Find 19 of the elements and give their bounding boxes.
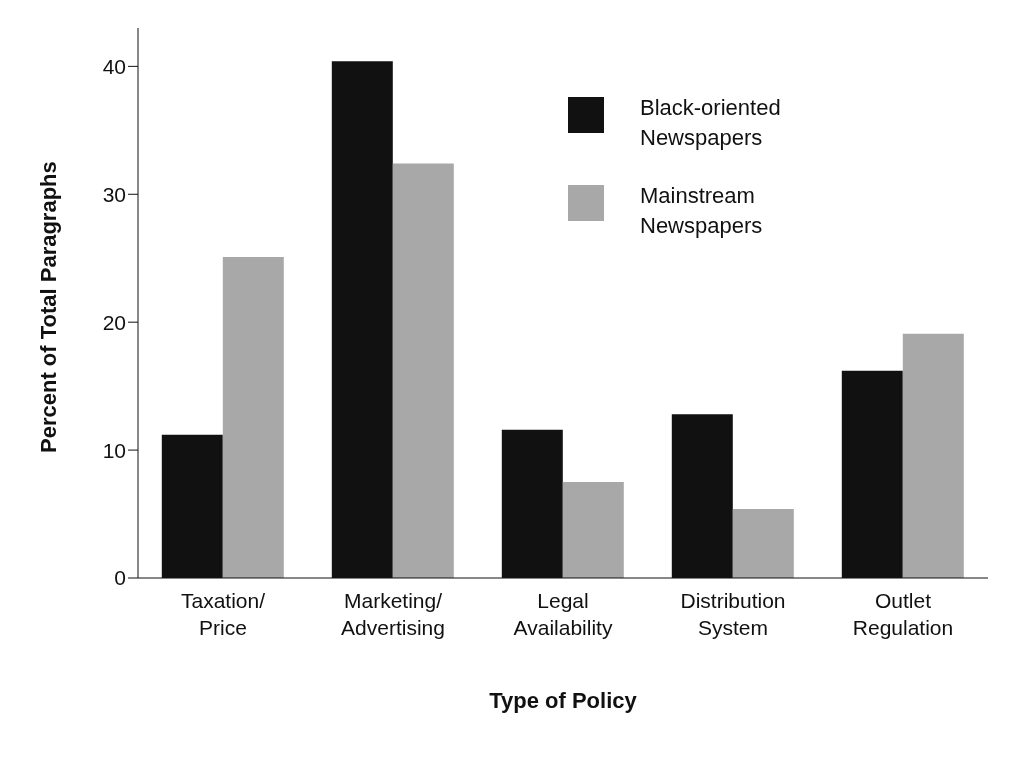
x-tick-label: Legal Availability	[513, 589, 613, 639]
legend-label: Mainstream Newspapers	[640, 182, 764, 240]
bar	[392, 163, 454, 578]
x-axis-title: Type of Policy	[489, 688, 638, 713]
bar	[902, 333, 964, 578]
y-tick-label: 40	[102, 54, 126, 78]
y-tick-label: 30	[102, 182, 126, 206]
legend-label: Black-oriented Newspapers	[640, 94, 782, 152]
bar	[222, 256, 284, 578]
x-tick-label: Outlet Regulation	[852, 589, 954, 639]
y-tick-label: 10	[102, 438, 126, 462]
bar	[562, 482, 624, 578]
y-tick-label: 20	[102, 310, 126, 334]
y-axis-title: Percent of Total Paragraphs	[35, 161, 61, 453]
x-tick-label: Marketing/ Advertising	[341, 589, 445, 639]
x-tick-label: Taxation/ Price	[180, 589, 266, 639]
x-tick-label: Distribution System	[680, 589, 786, 639]
bar	[732, 508, 794, 578]
y-tick-label: 0	[114, 566, 126, 590]
